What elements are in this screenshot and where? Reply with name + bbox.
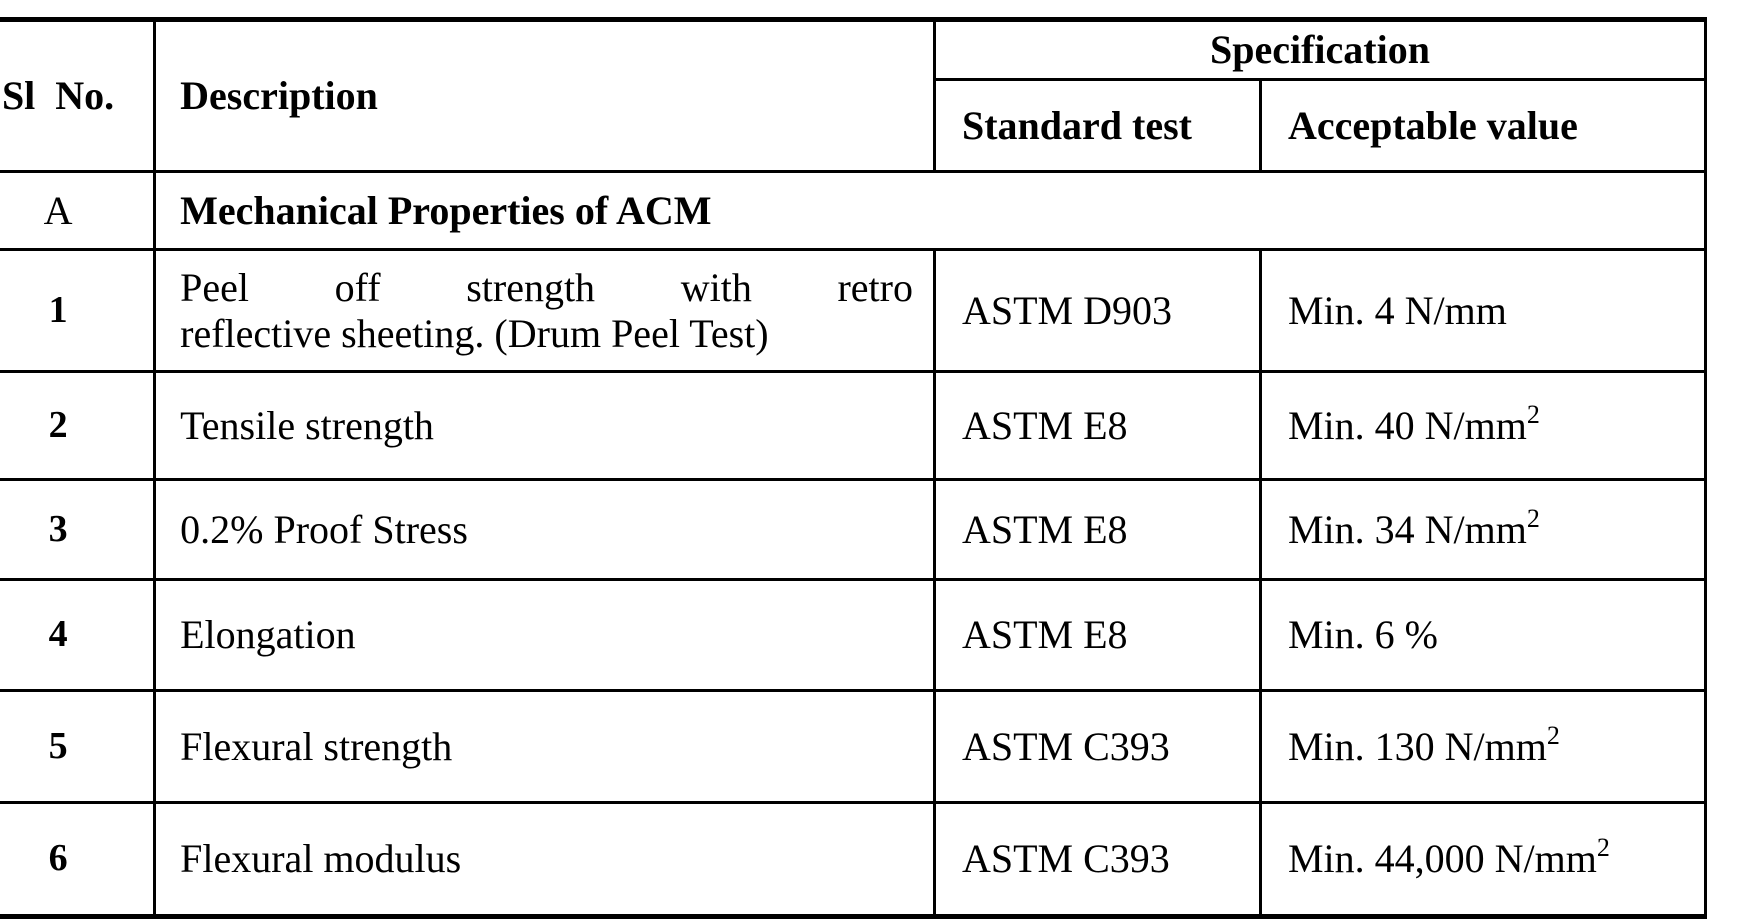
row-description: Flexural strength (153, 689, 936, 804)
row-standard-test: ASTM C393 (932, 689, 1262, 804)
value-superscript: 2 (1546, 720, 1560, 750)
value-text: Min. 6 % (1287, 612, 1438, 657)
row-acceptable-value: Min. 6 % (1258, 578, 1708, 692)
row-sl: 1 (0, 248, 157, 373)
col-header-acceptable-value: Acceptable value (1258, 78, 1708, 173)
table-row: 5 Flexural strength ASTM C393 Min. 130 N… (0, 689, 1708, 804)
row-description: Tensile strength (153, 370, 936, 481)
row-sl: 3 (0, 478, 157, 581)
col-header-standard-test: Standard test (932, 78, 1262, 173)
section-title: Mechanical Properties of ACM (153, 170, 1707, 251)
value-text: Min. 44,000 N/mm (1287, 836, 1597, 881)
value-text: Min. 34 N/mm (1287, 506, 1527, 552)
row-acceptable-value: Min. 34 N/mm2 (1258, 478, 1708, 581)
value-text: Min. 4 N/mm (1287, 287, 1507, 333)
row-acceptable-value: Min. 130 N/mm2 (1258, 689, 1708, 804)
value-superscript: 2 (1526, 399, 1540, 429)
row-sl: 5 (0, 689, 157, 804)
value-superscript: 2 (1526, 503, 1540, 533)
row-standard-test: ASTM D903 (932, 248, 1262, 373)
table-row: 1 Peel off strength with retro reflectiv… (0, 248, 1708, 373)
col-header-description: Description (153, 18, 936, 173)
table-row: 2 Tensile strength ASTM E8 Min. 40 N/mm2 (0, 370, 1708, 481)
row-description: Elongation (153, 578, 936, 692)
table-row: 3 0.2% Proof Stress ASTM E8 Min. 34 N/mm… (0, 478, 1708, 581)
header-row-2: Standard test Acceptable value (0, 78, 1708, 173)
header-row-1: Sl No. Description Specification (0, 18, 1708, 173)
row-description: Flexural modulus (153, 801, 936, 918)
value-text: Min. 40 N/mm (1287, 402, 1527, 448)
row-acceptable-value: Min. 40 N/mm2 (1258, 370, 1708, 481)
row-description: Peel off strength with retro reflective … (153, 248, 936, 373)
col-header-specification: Specification (932, 18, 1708, 81)
row-sl: 4 (0, 578, 157, 692)
row-description: 0.2% Proof Stress (153, 478, 936, 581)
row-standard-test: ASTM E8 (932, 578, 1262, 692)
value-superscript: 2 (1596, 833, 1610, 862)
value-text: Min. 130 N/mm (1287, 723, 1547, 769)
row-standard-test: ASTM E8 (932, 478, 1262, 581)
table-row: 4 Elongation ASTM E8 Min. 6 % (0, 578, 1708, 692)
table-row: 6 Flexural modulus ASTM C393 Min. 44,000… (0, 801, 1708, 918)
col-header-sl-no: Sl No. (0, 18, 157, 173)
row-standard-test: ASTM E8 (932, 370, 1262, 481)
description-line: Peel off strength with retro (180, 264, 913, 310)
section-sl: A (0, 170, 157, 251)
row-standard-test: ASTM C393 (932, 801, 1262, 918)
row-acceptable-value: Min. 44,000 N/mm2 (1258, 801, 1708, 918)
row-sl: 6 (0, 801, 157, 918)
row-sl: 2 (0, 370, 157, 481)
description-line: reflective sheeting. (Drum Peel Test) (180, 310, 769, 356)
section-row: A Mechanical Properties of ACM (0, 170, 1707, 251)
row-acceptable-value: Min. 4 N/mm (1258, 248, 1708, 373)
specification-table: Sl No. Description Specification Standar… (0, 17, 1708, 919)
